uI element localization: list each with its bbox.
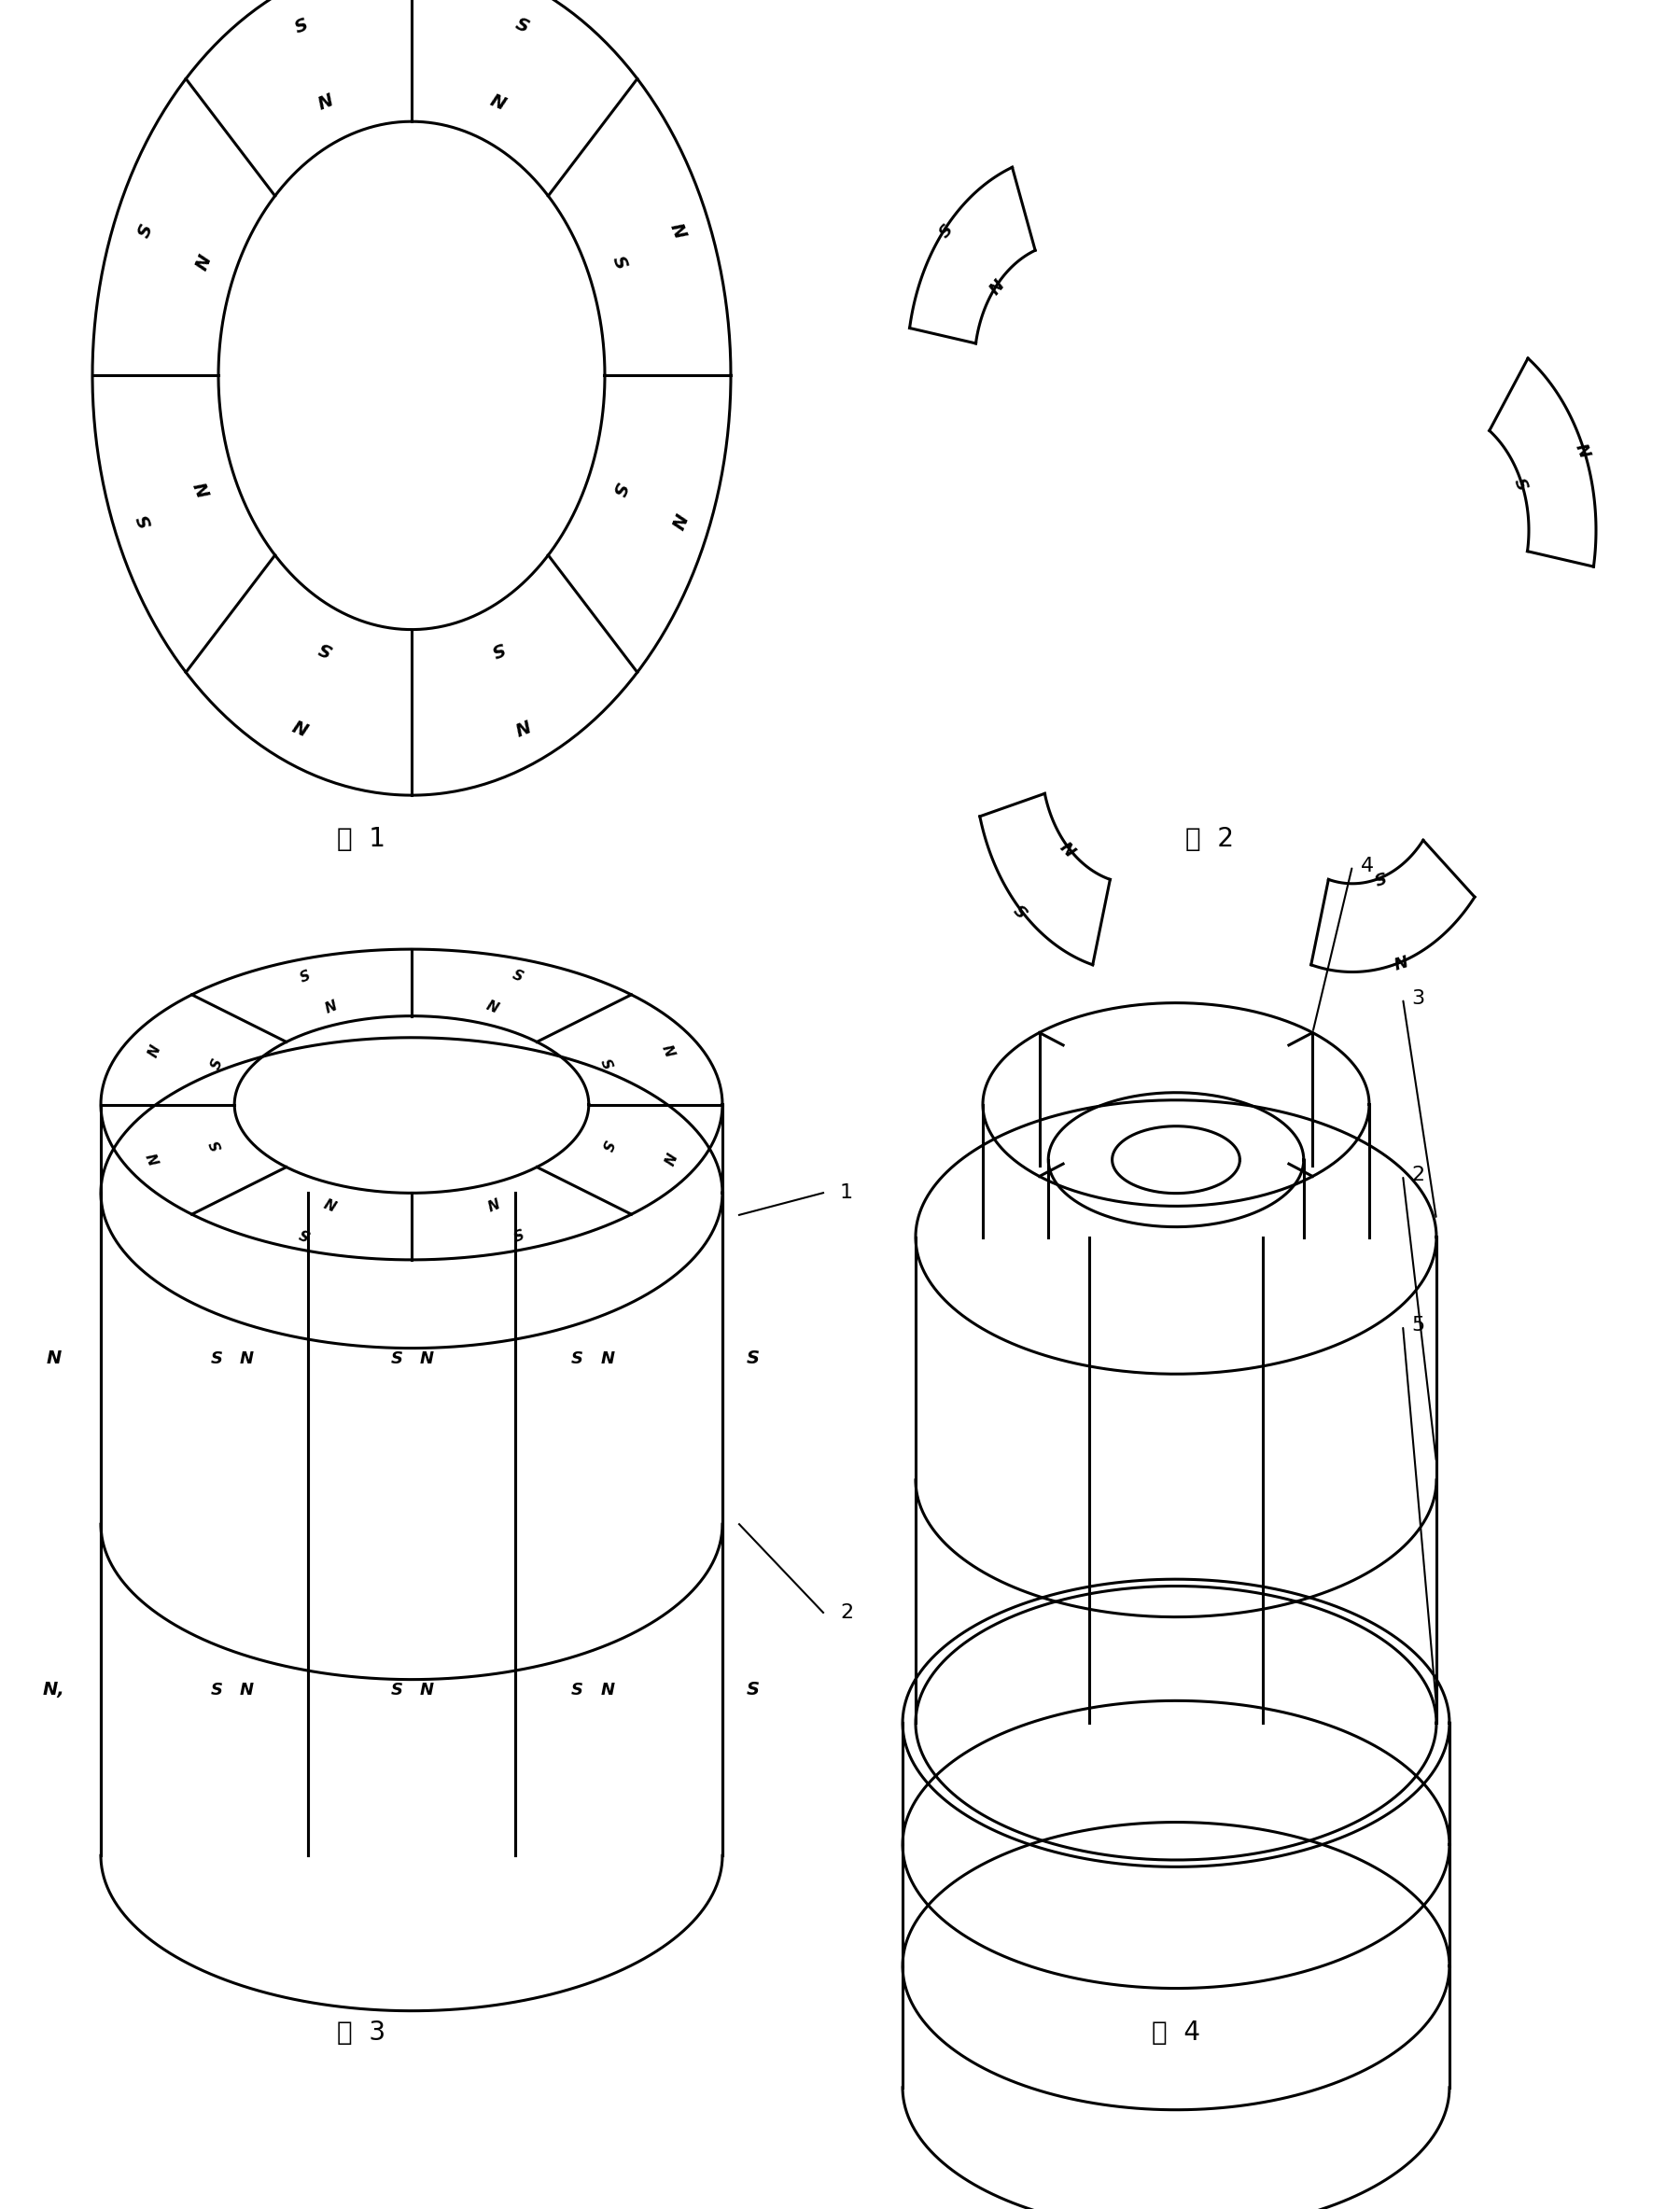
Text: S: S [1371, 866, 1388, 886]
Text: S: S [1510, 475, 1530, 493]
Text: N: N [667, 510, 689, 530]
Text: N: N [45, 1350, 62, 1367]
Text: N: N [240, 1350, 254, 1367]
Text: N: N [291, 714, 312, 736]
Text: S: S [489, 638, 507, 658]
Text: N: N [659, 1149, 677, 1166]
Text: N: N [484, 998, 501, 1016]
Text: S: S [608, 479, 630, 497]
Text: N: N [986, 276, 1008, 298]
Text: S: S [391, 1681, 403, 1699]
Text: 2: 2 [840, 1604, 853, 1621]
Text: N: N [1571, 442, 1593, 462]
Text: N,: N, [42, 1681, 66, 1699]
Text: S: S [297, 1224, 312, 1241]
Text: S: S [292, 15, 311, 38]
Text: 2: 2 [1411, 1166, 1425, 1184]
Text: N: N [659, 1043, 677, 1060]
Text: N: N [420, 1681, 433, 1699]
Text: S: S [134, 510, 156, 530]
Text: N: N [316, 91, 336, 113]
Text: N: N [1391, 950, 1410, 970]
Text: S: S [936, 221, 956, 241]
Text: S: S [511, 1224, 526, 1241]
Text: N: N [600, 1350, 615, 1367]
Text: N: N [600, 1681, 615, 1699]
Text: N: N [146, 1149, 165, 1166]
Text: N: N [193, 252, 215, 274]
Text: S: S [571, 1350, 583, 1367]
Text: 5: 5 [1411, 1317, 1425, 1334]
Text: S: S [391, 1350, 403, 1367]
Text: 3: 3 [1411, 990, 1425, 1007]
Text: 1: 1 [840, 1184, 853, 1202]
Text: 图  3: 图 3 [338, 2019, 385, 2046]
Text: S: S [208, 1056, 225, 1071]
Text: S: S [297, 968, 312, 985]
Text: N: N [667, 221, 689, 241]
Text: S: S [598, 1056, 615, 1071]
Text: N: N [323, 1193, 339, 1211]
Text: S: S [134, 221, 156, 241]
Text: 图  4: 图 4 [1152, 2019, 1200, 2046]
Text: N: N [193, 477, 215, 499]
Text: N: N [484, 1193, 501, 1211]
Text: S: S [598, 1138, 615, 1153]
Text: S: S [511, 968, 526, 985]
Text: N: N [511, 714, 533, 736]
Text: N: N [420, 1350, 433, 1367]
Text: S: S [512, 15, 531, 38]
Text: N: N [146, 1043, 165, 1060]
Text: 图  2: 图 2 [1186, 826, 1233, 853]
Text: 4: 4 [1361, 857, 1374, 875]
Text: S: S [316, 638, 334, 658]
Text: S: S [210, 1681, 223, 1699]
Text: S: S [746, 1350, 759, 1367]
Text: S: S [571, 1681, 583, 1699]
Text: S: S [210, 1350, 223, 1367]
Text: N: N [487, 91, 507, 113]
Text: N: N [1058, 835, 1080, 857]
Text: S: S [746, 1681, 759, 1699]
Text: N: N [240, 1681, 254, 1699]
Text: S: S [608, 254, 630, 272]
Text: S: S [208, 1138, 225, 1153]
Text: N: N [323, 998, 339, 1016]
Text: 图  1: 图 1 [338, 826, 385, 853]
Text: S: S [1013, 899, 1033, 919]
